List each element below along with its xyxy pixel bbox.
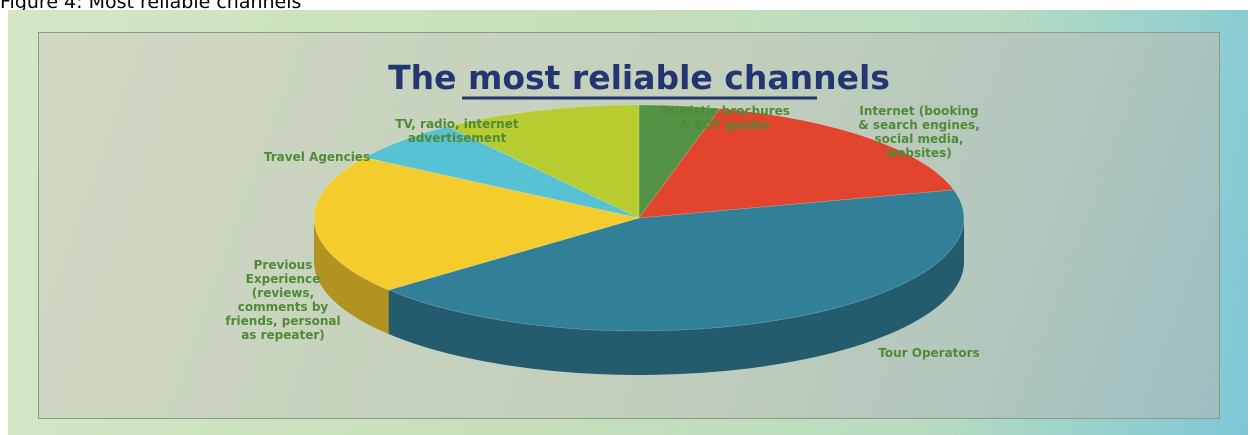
slice-label-touristic-brochures-eot-guides: Touristic brochures & EOT guides [660,104,790,132]
pie-chart: The most reliable channels Touristic bro… [225,58,980,375]
slice-label-travel-agencies: Travel Agencies [264,150,370,164]
pie-slice-tv-radio-internet-advertisemen [447,104,640,219]
chart-frame: The most reliable channels Touristic bro… [38,32,1220,419]
pie-side-tour-operators [388,218,964,375]
slice-label-tour-operators: Tour Operators [878,346,979,360]
pie-top [313,104,965,332]
pie-labels: Touristic brochures & EOT guides Internet … [225,104,979,360]
figure-caption: Figure 4: Most reliable channels [0,0,302,13]
chart-panel: The most reliable channels Touristic bro… [8,10,1248,435]
pie-slice-previous-experience-reviews-co [313,157,640,291]
pie-slice-tour-operators [387,189,965,332]
slice-label-internet-booking-search-engine: Internet (booking & search engines, social… [858,104,980,160]
pie-side-previous-experience-reviews-co [314,218,389,335]
pie-slice-travel-agencies [363,126,640,219]
pie-sides [314,218,964,375]
pie-slice-internet-booking-search-engine [638,108,955,219]
slice-label-previous-experience-reviews-co: Previous Experience (reviews, comments by fr… [225,258,340,342]
pie-slice-touristic-brochures-eot-guides [638,104,721,219]
slice-label-tv-radio-internet-advertisemen: TV, radio, internet advertisement [395,117,518,145]
chart-title: The most reliable channels [388,58,890,97]
